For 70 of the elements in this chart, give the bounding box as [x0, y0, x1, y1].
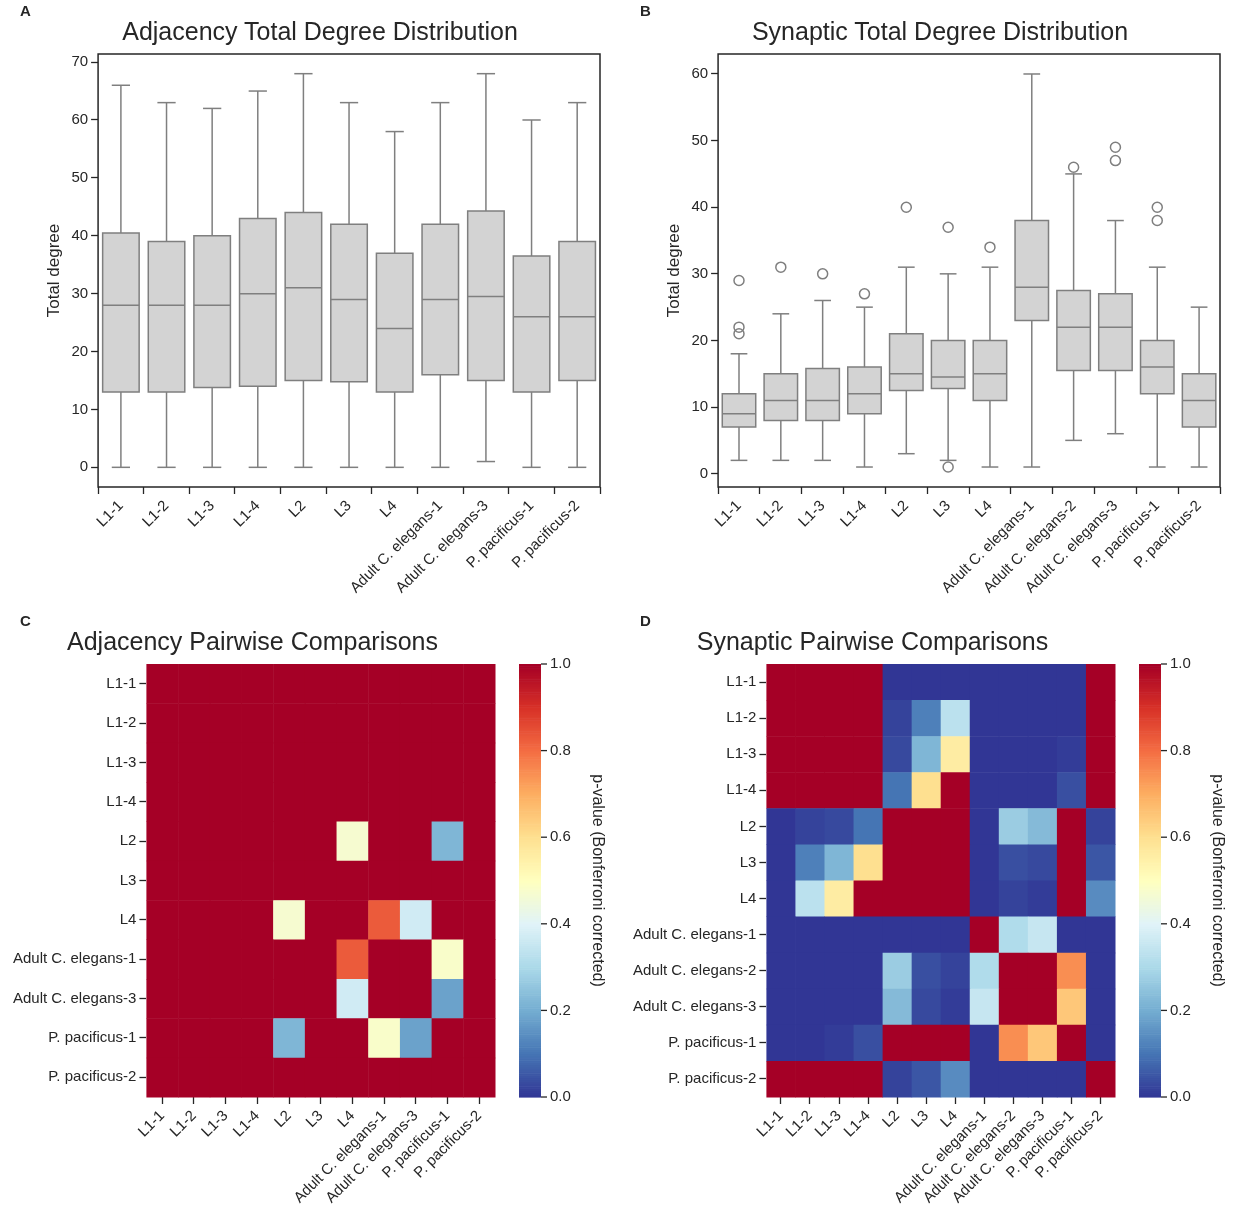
y-tick-label: L2	[739, 816, 757, 834]
y-tick-label: Adult C. elegans-1	[13, 949, 137, 967]
y-tick-label: P. pacificus-1	[48, 1028, 137, 1046]
y-tick-label: 50	[71, 168, 89, 186]
y-tick-label: L2	[119, 831, 137, 849]
text: B	[640, 1, 651, 19]
y-axis-title: Total degree	[663, 223, 683, 318]
text: A	[20, 1, 31, 19]
color-bar-label: 0.6	[550, 827, 571, 845]
y-tick-label: L1-4	[726, 780, 757, 798]
color-bar-title: p-value (Bonferroni corrected)	[589, 774, 607, 987]
y-tick-label: L1-1	[726, 672, 757, 690]
y-tick-label: 60	[71, 110, 89, 128]
text: D	[640, 611, 651, 629]
x-tick-label: L2	[284, 496, 309, 521]
color-bar-label: 0.8	[1170, 740, 1191, 758]
y-tick-label: P. pacificus-2	[48, 1067, 137, 1085]
y-tick-label: 20	[691, 330, 709, 348]
y-tick-label: Adult C. elegans-3	[633, 996, 757, 1014]
color-bar-label: 0.2	[550, 1000, 571, 1018]
y-tick-label: L3	[739, 852, 757, 870]
x-tick-label: L2	[878, 1106, 903, 1131]
x-tick-label: L2	[270, 1106, 295, 1131]
y-tick-label: Adult C. elegans-1	[633, 924, 757, 942]
y-tick-label: P. pacificus-2	[668, 1069, 757, 1087]
y-tick-label: 30	[691, 263, 709, 281]
y-tick-label: 20	[71, 341, 89, 359]
y-tick-label: Adult C. elegans-2	[633, 960, 757, 978]
y-tick-label: P. pacificus-1	[668, 1033, 757, 1051]
y-tick-label: 50	[691, 130, 709, 148]
y-tick-label: 0	[79, 457, 89, 475]
color-bar-label: 1.0	[550, 654, 571, 672]
x-tick-label: L3	[907, 1106, 932, 1131]
y-tick-label: Adult C. elegans-3	[13, 988, 137, 1006]
y-tick-label: 60	[691, 64, 709, 82]
y-tick-label: 70	[71, 52, 89, 70]
y-tick-label: L1-3	[106, 752, 137, 770]
y-tick-label: L1-1	[106, 673, 137, 691]
color-bar-title: p-value (Bonferroni corrected)	[1209, 774, 1227, 987]
chart-title: Adjacency Pairwise Comparisons	[67, 626, 438, 655]
y-tick-label: 0	[699, 463, 709, 481]
y-tick-label: 40	[691, 197, 709, 215]
color-bar-label: 0.4	[550, 913, 571, 931]
y-tick-label: L1-4	[106, 791, 137, 809]
color-bar-label: 0.6	[1170, 827, 1191, 845]
y-tick-label: 10	[691, 397, 709, 415]
x-tick-label: L3	[301, 1106, 326, 1131]
y-tick-label: L1-2	[726, 708, 757, 726]
y-tick-label: 10	[71, 399, 89, 417]
color-bar-label: 0.0	[550, 1087, 571, 1105]
chart-title: Adjacency Total Degree Distribution	[122, 16, 518, 45]
color-bar-label: 0.0	[1170, 1087, 1191, 1105]
y-tick-label: 30	[71, 283, 89, 301]
color-bar-label: 0.4	[1170, 913, 1191, 931]
color-bar-label: 0.2	[1170, 1000, 1191, 1018]
x-tick-label: L2	[887, 496, 912, 521]
y-tick-label: L4	[739, 888, 757, 906]
y-tick-label: L1-2	[106, 713, 137, 731]
y-tick-label: L4	[119, 910, 137, 928]
y-tick-label: 40	[71, 225, 89, 243]
color-bar-label: 1.0	[1170, 654, 1191, 672]
y-tick-label: L3	[119, 870, 137, 888]
x-tick-label: L3	[929, 496, 954, 521]
chart-title: Synaptic Total Degree Distribution	[751, 16, 1129, 45]
y-tick-label: L1-3	[726, 744, 757, 762]
x-tick-label: L3	[330, 496, 355, 521]
chart-title: Synaptic Pairwise Comparisons	[696, 626, 1049, 655]
text: C	[20, 611, 31, 629]
y-axis-title: Total degree	[43, 223, 63, 318]
color-bar-label: 0.8	[550, 740, 571, 758]
